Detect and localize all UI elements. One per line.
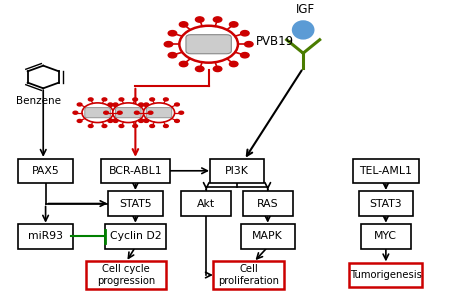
Circle shape xyxy=(195,66,204,71)
Circle shape xyxy=(229,22,238,27)
Circle shape xyxy=(164,125,168,127)
Circle shape xyxy=(108,103,113,106)
Circle shape xyxy=(174,103,179,106)
Circle shape xyxy=(119,125,124,127)
Text: BCR-ABL1: BCR-ABL1 xyxy=(109,166,162,176)
FancyBboxPatch shape xyxy=(186,35,231,54)
Circle shape xyxy=(241,31,249,36)
Circle shape xyxy=(113,103,144,123)
Circle shape xyxy=(118,111,122,114)
FancyBboxPatch shape xyxy=(18,159,73,183)
Text: STAT5: STAT5 xyxy=(119,199,152,209)
Circle shape xyxy=(77,119,82,123)
Circle shape xyxy=(119,98,124,101)
Text: miR93: miR93 xyxy=(28,231,63,241)
Text: MAPK: MAPK xyxy=(252,231,283,241)
Circle shape xyxy=(179,61,188,67)
Circle shape xyxy=(135,111,139,114)
Circle shape xyxy=(213,66,222,71)
Circle shape xyxy=(144,103,149,106)
Circle shape xyxy=(144,103,174,123)
Circle shape xyxy=(113,119,118,123)
Circle shape xyxy=(77,103,82,106)
Circle shape xyxy=(150,98,155,101)
FancyBboxPatch shape xyxy=(361,224,410,248)
Text: Cell
proliferation: Cell proliferation xyxy=(219,264,279,286)
FancyBboxPatch shape xyxy=(101,159,170,183)
Circle shape xyxy=(104,111,109,114)
FancyBboxPatch shape xyxy=(353,159,419,183)
FancyBboxPatch shape xyxy=(108,191,163,216)
Text: PI3K: PI3K xyxy=(225,166,249,176)
Text: Akt: Akt xyxy=(197,199,215,209)
Circle shape xyxy=(168,31,177,36)
FancyBboxPatch shape xyxy=(146,108,172,118)
Text: Benzene: Benzene xyxy=(16,96,61,106)
Circle shape xyxy=(133,98,137,101)
Circle shape xyxy=(102,98,107,101)
Circle shape xyxy=(164,98,168,101)
Text: MYC: MYC xyxy=(374,231,397,241)
Text: PVB19: PVB19 xyxy=(256,35,294,48)
Circle shape xyxy=(108,119,113,123)
Circle shape xyxy=(245,42,253,47)
Text: IGF: IGF xyxy=(296,3,315,16)
FancyBboxPatch shape xyxy=(116,108,141,118)
Circle shape xyxy=(164,42,173,47)
Circle shape xyxy=(113,103,118,106)
FancyBboxPatch shape xyxy=(213,261,284,289)
Circle shape xyxy=(73,111,78,114)
Circle shape xyxy=(174,119,179,123)
Circle shape xyxy=(213,17,222,22)
Text: TEL-AML1: TEL-AML1 xyxy=(359,166,412,176)
Circle shape xyxy=(133,125,137,127)
Circle shape xyxy=(179,26,238,63)
Circle shape xyxy=(195,17,204,22)
Circle shape xyxy=(82,103,113,123)
Text: RAS: RAS xyxy=(257,199,279,209)
Text: Tumorigenesis: Tumorigenesis xyxy=(350,270,422,280)
Text: Cyclin D2: Cyclin D2 xyxy=(109,231,161,241)
Circle shape xyxy=(139,119,144,123)
FancyBboxPatch shape xyxy=(240,224,295,248)
Circle shape xyxy=(179,111,183,114)
Ellipse shape xyxy=(292,20,315,40)
FancyBboxPatch shape xyxy=(243,191,292,216)
FancyBboxPatch shape xyxy=(349,263,422,287)
Circle shape xyxy=(229,61,238,67)
FancyBboxPatch shape xyxy=(86,261,166,289)
FancyBboxPatch shape xyxy=(210,159,264,183)
Circle shape xyxy=(150,125,155,127)
FancyBboxPatch shape xyxy=(359,191,413,216)
Circle shape xyxy=(102,125,107,127)
FancyBboxPatch shape xyxy=(18,224,73,248)
Circle shape xyxy=(168,53,177,58)
Circle shape xyxy=(148,111,153,114)
Circle shape xyxy=(179,22,188,27)
Circle shape xyxy=(241,53,249,58)
Circle shape xyxy=(139,103,144,106)
FancyBboxPatch shape xyxy=(105,224,166,248)
Text: PAX5: PAX5 xyxy=(32,166,59,176)
FancyBboxPatch shape xyxy=(85,108,110,118)
Text: STAT3: STAT3 xyxy=(370,199,402,209)
Text: Cell cycle
progression: Cell cycle progression xyxy=(97,264,155,286)
Circle shape xyxy=(144,119,149,123)
Circle shape xyxy=(88,125,93,127)
Circle shape xyxy=(88,98,93,101)
FancyBboxPatch shape xyxy=(182,191,231,216)
